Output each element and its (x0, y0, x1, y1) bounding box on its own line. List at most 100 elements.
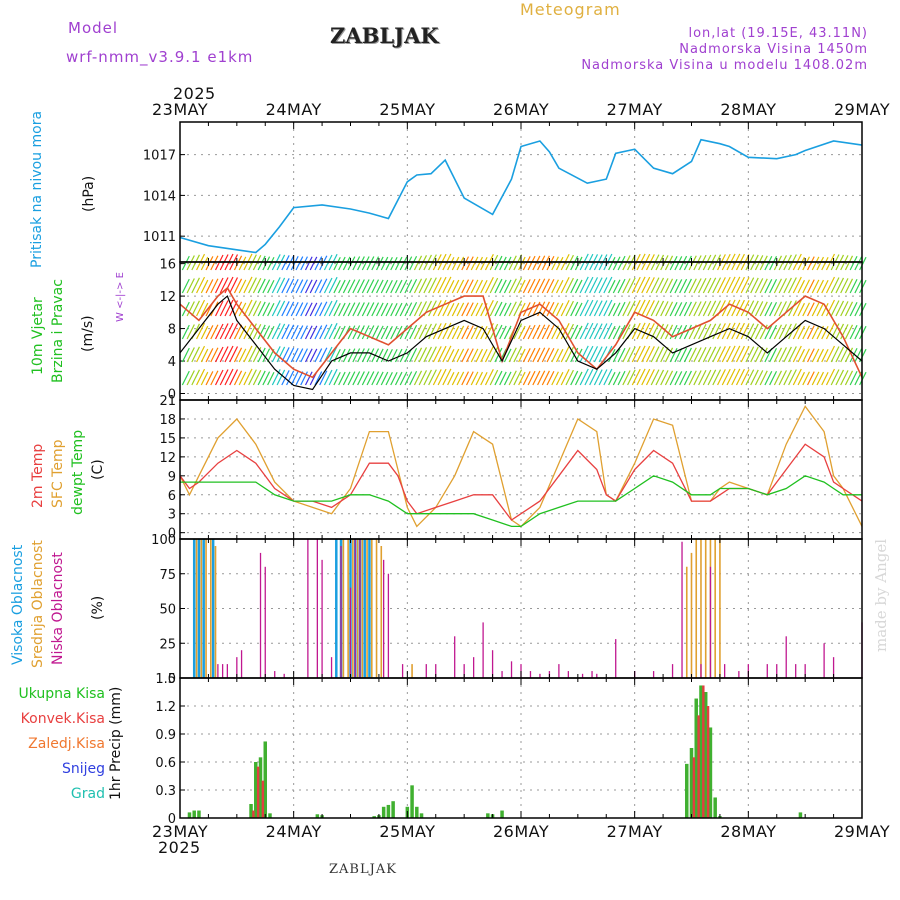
wind-barb (475, 371, 484, 386)
wind-barb (451, 302, 460, 317)
wind-barb (740, 300, 750, 317)
wind-barb (238, 325, 247, 340)
top-date-label: 27MAY (606, 100, 663, 119)
wind-barb (598, 369, 608, 386)
wind-barb (352, 325, 361, 340)
wind-barb (598, 323, 608, 340)
wind-barb (432, 277, 442, 294)
wind-barb (840, 301, 849, 317)
wind-barb (650, 346, 660, 363)
wind-barb (376, 348, 384, 363)
wind-barb (409, 325, 418, 340)
wind-barb (731, 368, 741, 386)
wind-barb (527, 370, 536, 386)
top-date-label: 25MAY (379, 100, 436, 119)
wind-barb (854, 302, 863, 317)
wind-barb (494, 301, 503, 317)
wind-barb (338, 279, 346, 294)
wind-barb (361, 325, 370, 340)
wind-barb (503, 348, 512, 363)
wind-barb (456, 302, 465, 317)
wind-barb (674, 325, 683, 340)
wind-barb (219, 323, 229, 340)
wind-barb (655, 300, 665, 317)
wind-barb (181, 324, 190, 340)
wind-barb (210, 278, 219, 294)
wind-barb (314, 348, 323, 363)
wind-barb (750, 300, 759, 317)
wind-barb (357, 302, 365, 317)
wind-barb (399, 371, 408, 386)
wind-barb (707, 277, 717, 294)
y-tick-label: 21 (159, 394, 176, 409)
wind-barb (409, 371, 418, 386)
wind-barb (461, 348, 470, 363)
t2m-line (179, 443, 863, 521)
wind-barb (219, 300, 229, 317)
wind-barb (200, 348, 209, 363)
wind-barb (428, 346, 437, 363)
y-tick-label: 0.6 (155, 756, 176, 771)
wind-barb (840, 278, 849, 294)
wind-barb (508, 278, 517, 294)
wind-barb (783, 369, 792, 386)
wind-barb (612, 279, 621, 294)
wind-barb (352, 348, 361, 363)
wind-barb (655, 346, 665, 363)
top-date-label: 28MAY (720, 100, 777, 119)
wind-barb (499, 279, 507, 294)
sfc-temp-line (179, 405, 863, 528)
wind-barb (470, 371, 479, 386)
wind-barb (385, 280, 393, 294)
wind-barb (773, 347, 783, 363)
wind-barb (849, 256, 858, 271)
wind-barb (300, 256, 308, 271)
wind-barb (664, 301, 674, 317)
wind-barb (821, 326, 829, 340)
wind-barb (257, 278, 266, 294)
wind-barb (830, 300, 840, 317)
wind-barb (555, 279, 564, 294)
wind-barb (390, 280, 398, 294)
wind-barb (475, 302, 484, 317)
wind-barb (413, 301, 423, 317)
wind-barb (726, 345, 736, 363)
wind-barb (262, 325, 271, 340)
panel-frame (179, 399, 863, 540)
wind-barb (693, 370, 702, 386)
wind-barb (276, 277, 286, 294)
wind-barb (688, 370, 697, 386)
wind-barb (546, 302, 555, 317)
wind-barb (773, 301, 783, 317)
wind-barb (584, 322, 594, 340)
wind-barb (859, 302, 867, 317)
y-tick-label: 50 (159, 603, 176, 618)
wind-barb (721, 276, 731, 294)
wind-barb (200, 371, 209, 386)
wind-barb (186, 347, 195, 363)
wind-barb (248, 346, 257, 363)
wind-barb (726, 276, 736, 294)
convective-rain-bar (252, 810, 255, 818)
wind-barb (475, 256, 484, 271)
wind-barb (788, 277, 797, 294)
wind-barb (546, 256, 555, 271)
wind-barb (513, 323, 523, 340)
convective-rain-bar (702, 685, 705, 818)
wind-barb (267, 257, 275, 271)
wind-barb (442, 276, 452, 294)
wind-barb (233, 301, 243, 317)
wind-barb (546, 348, 555, 363)
wind-barb (593, 300, 603, 317)
y-tick-label: 0 (168, 812, 176, 827)
wind-barb (347, 348, 356, 363)
wind-barb (754, 370, 764, 386)
wind-barb (338, 348, 346, 363)
wind-barb (480, 372, 488, 386)
wind-barb (565, 323, 574, 340)
wind-barb (560, 368, 570, 386)
y-tick-label: 25 (159, 637, 176, 652)
wind-barb (754, 324, 764, 340)
wind-barb (338, 371, 346, 386)
